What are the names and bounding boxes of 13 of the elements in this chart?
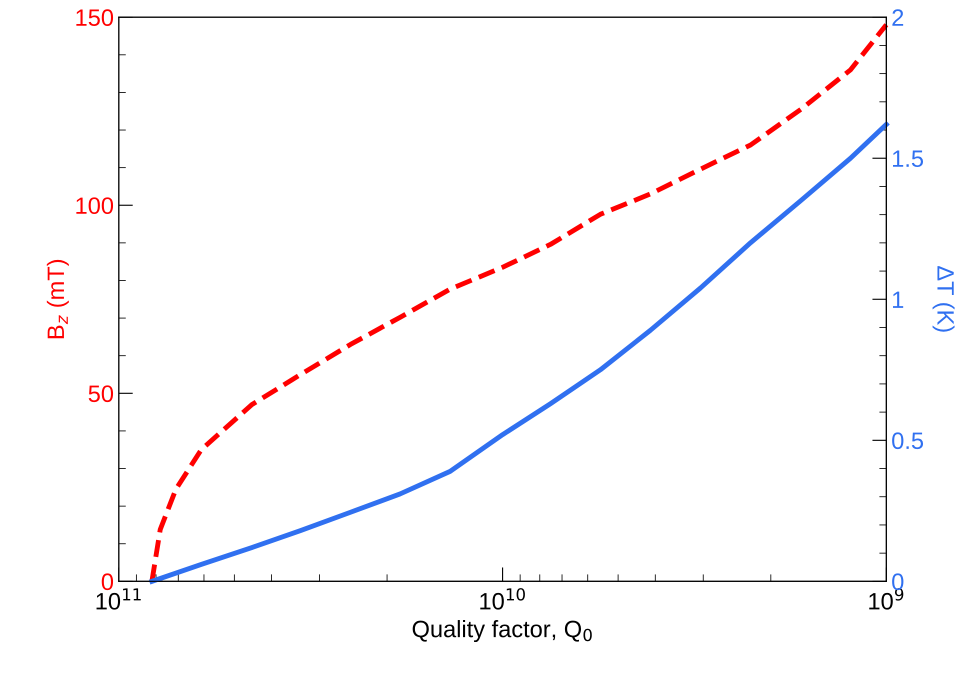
y-tick-label: 0	[102, 573, 114, 590]
x-tick-label: 10$^{10}$	[480, 588, 525, 610]
y2-tick-label: 0.5	[892, 432, 924, 450]
x-axis-title: Quality factor, Q$_{0}$	[412, 620, 592, 642]
y-axis-title: B$_{z}$ (mT)	[46, 260, 69, 338]
y2-tick-label: 0	[892, 573, 904, 590]
y2-tick-label: 1.5	[893, 150, 924, 168]
y2-axis-title: ΔT (K)	[932, 266, 955, 332]
y-tick-label: 50	[88, 385, 114, 402]
y2-tick-label: 2	[892, 9, 904, 26]
y-tick-label: 150	[76, 9, 114, 26]
y-tick-label: 100	[76, 197, 114, 214]
y2-tick-label: 1	[893, 292, 904, 308]
